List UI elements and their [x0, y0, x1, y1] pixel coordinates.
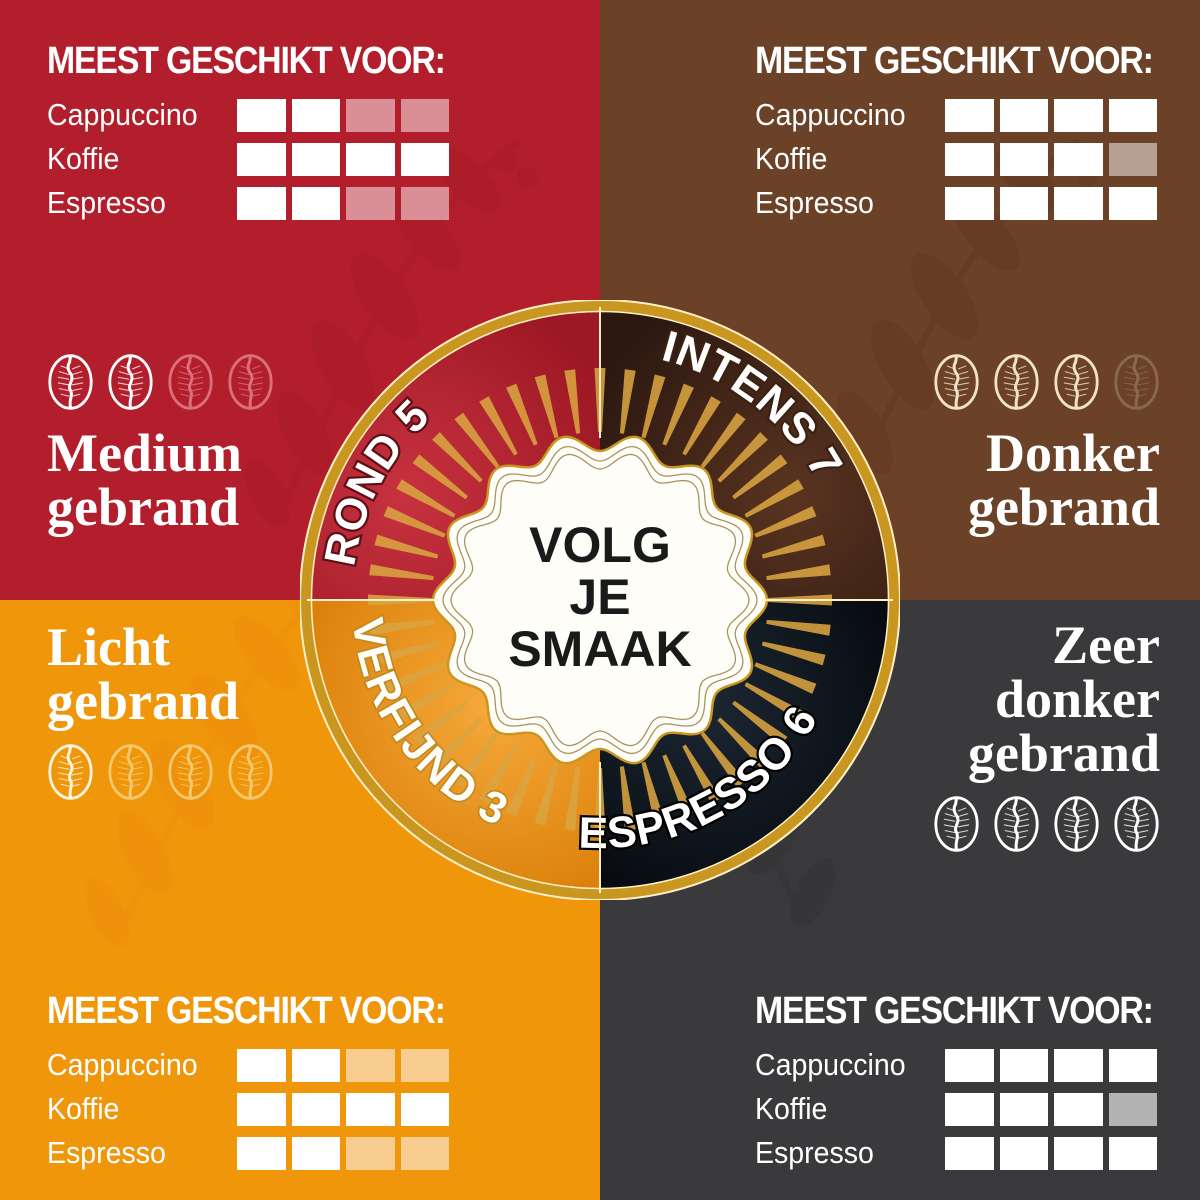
svg-text:SMAAK: SMAAK: [508, 621, 691, 677]
svg-text:VOLG: VOLG: [529, 517, 671, 573]
svg-text:JE: JE: [569, 569, 630, 625]
